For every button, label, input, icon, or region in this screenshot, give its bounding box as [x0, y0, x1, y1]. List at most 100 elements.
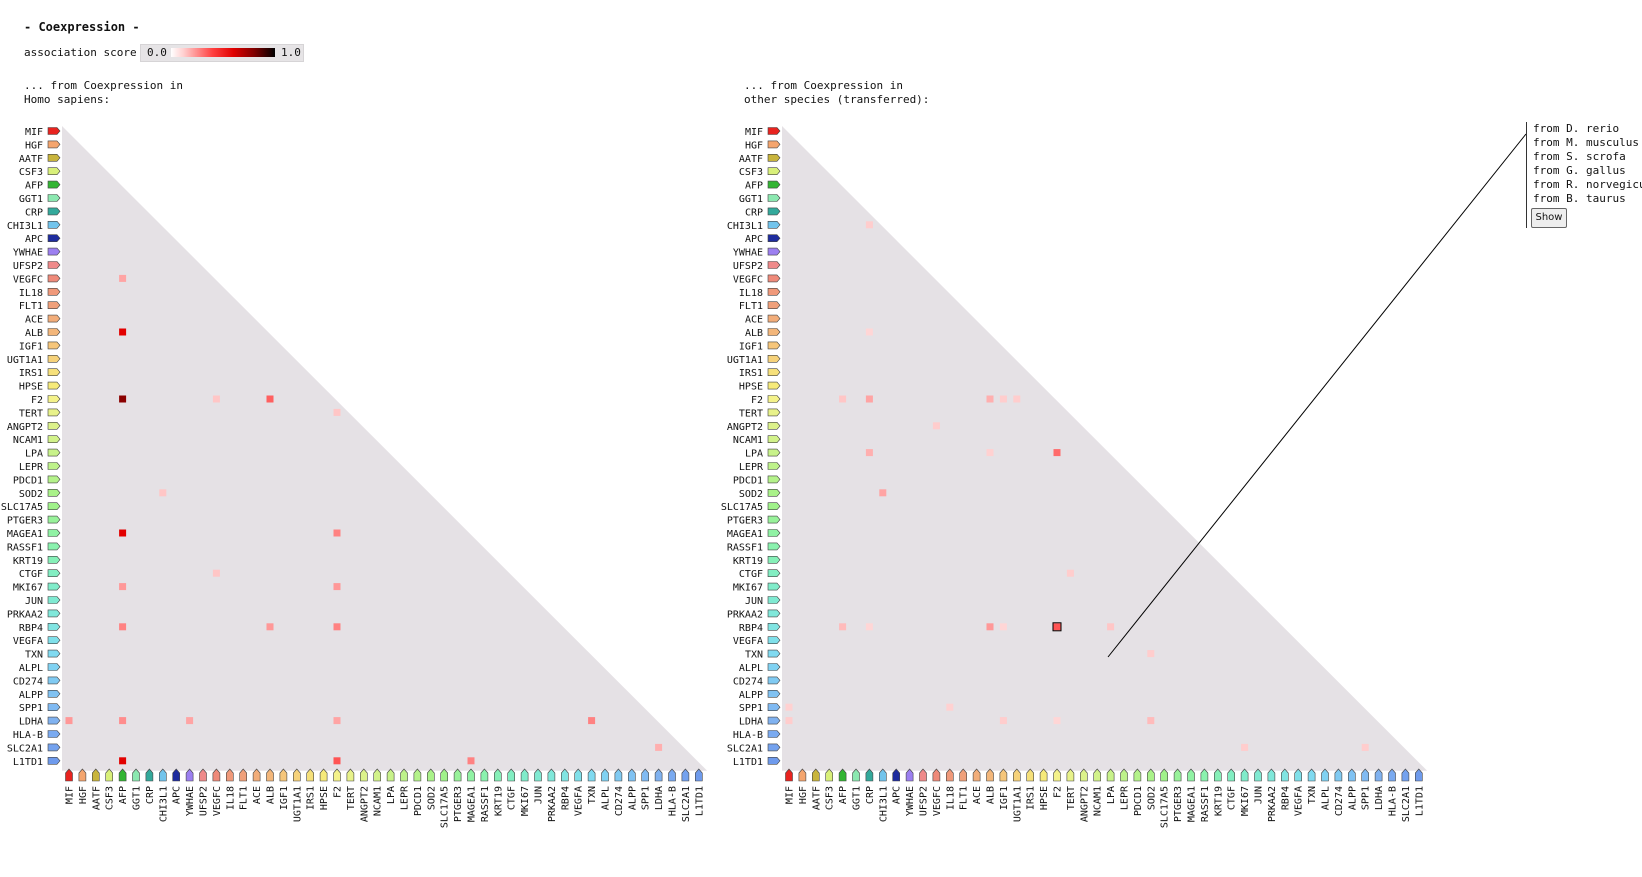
heatmap-cell-magea1-f2 — [333, 529, 341, 537]
row-label-ldha: LDHA — [19, 717, 43, 728]
row-label-lepr: LEPR — [19, 462, 44, 473]
row-label-ncam1: NCAM1 — [733, 435, 763, 446]
row-label-alpl: ALPL — [739, 663, 763, 674]
column-node-icon-alb — [266, 768, 274, 782]
column-label-ufsp2: UFSP2 — [199, 786, 210, 816]
column-node-icon-alpp — [1347, 768, 1356, 782]
column-label-rbp4: RBP4 — [1280, 786, 1291, 810]
row-label-afp: AFP — [25, 181, 43, 192]
row-node-icon-apc — [47, 234, 61, 242]
heatmap-cell-rbp4-afp — [119, 623, 127, 631]
row-node-icon-lepr — [47, 462, 61, 470]
column-node-icon-lepr — [400, 768, 408, 782]
row-node-icon-ugt1a1 — [47, 354, 61, 363]
column-label-vegfc: VEGFC — [932, 786, 943, 816]
heatmap-cell-ldha-igf1 — [999, 717, 1007, 725]
column-node-icon-mif — [785, 768, 793, 782]
row-node-icon-chi3l1 — [47, 221, 61, 229]
row-label-pdcd1: PDCD1 — [733, 475, 763, 486]
row-node-icon-rassf1 — [767, 542, 781, 551]
row-label-ptger3: PTGER3 — [727, 516, 763, 527]
column-node-icon-angpt2 — [359, 768, 368, 782]
column-label-ctgf: CTGF — [507, 786, 518, 810]
row-node-icon-f2 — [767, 395, 781, 403]
row-node-icon-ctgf — [47, 569, 61, 578]
column-label-ugt1a1: UGT1A1 — [292, 786, 303, 822]
column-node-icon-rassf1 — [480, 768, 489, 782]
column-node-icon-hpse — [319, 768, 328, 782]
column-node-icon-crp — [865, 768, 874, 782]
row-node-icon-rassf1 — [47, 542, 61, 551]
row-node-icon-angpt2 — [767, 421, 781, 430]
row-node-icon-ywhae — [767, 247, 781, 256]
row-node-icon-spp1 — [47, 703, 61, 712]
row-node-icon-f2 — [47, 395, 61, 403]
row-node-icon-rbp4 — [767, 622, 781, 631]
row-node-icon-magea1 — [47, 529, 61, 537]
matrix-background — [62, 126, 708, 771]
heatmap-cell-f2-afp — [839, 395, 847, 403]
column-node-icon-afp — [838, 768, 847, 782]
left-caption-line2: Homo sapiens: — [24, 93, 111, 106]
row-node-icon-ufsp2 — [767, 261, 781, 269]
column-node-icon-alpl — [1321, 768, 1329, 782]
column-node-icon-magea1 — [1187, 768, 1195, 782]
row-node-icon-hgf — [767, 140, 781, 149]
row-label-aatf: AATF — [19, 154, 43, 165]
row-node-icon-flt1 — [47, 301, 61, 310]
row-label-alpp: ALPP — [739, 690, 763, 701]
column-label-rbp4: RBP4 — [560, 786, 571, 810]
show-button[interactable]: Show — [1531, 208, 1567, 228]
column-label-ace: ACE — [252, 786, 263, 804]
row-node-icon-mif — [47, 127, 61, 135]
row-node-icon-ugt1a1 — [767, 354, 781, 363]
row-label-mki67: MKI67 — [13, 583, 43, 594]
row-label-prkaa2: PRKAA2 — [727, 609, 763, 620]
row-node-icon-ptger3 — [47, 515, 61, 524]
heatmap-cell-lpa-alb — [986, 449, 994, 457]
column-node-icon-mki67 — [1240, 768, 1249, 782]
column-label-alpp: ALPP — [1347, 786, 1358, 810]
column-node-icon-irs1 — [1026, 768, 1035, 782]
row-node-icon-lpa — [47, 448, 61, 457]
row-node-icon-vegfa — [47, 636, 61, 645]
heatmap-cell-f2-alb — [986, 395, 994, 403]
row-label-mki67: MKI67 — [733, 583, 763, 594]
column-label-pdcd1: PDCD1 — [1133, 786, 1144, 816]
column-node-icon-krt19 — [1213, 768, 1222, 782]
row-label-ldha: LDHA — [739, 717, 763, 728]
row-node-icon-angpt2 — [47, 421, 61, 430]
column-node-icon-irs1 — [306, 768, 315, 782]
legend-max-label: 1.0 — [281, 46, 301, 59]
column-label-aatf: AATF — [91, 786, 102, 810]
column-node-icon-flt1 — [239, 768, 247, 782]
row-label-txn: TXN — [25, 650, 43, 661]
row-node-icon-afp — [767, 180, 781, 189]
column-label-alb: ALB — [986, 786, 997, 804]
column-node-icon-cd274 — [614, 768, 623, 782]
row-node-icon-ace — [47, 314, 61, 323]
row-label-vegfa: VEGFA — [733, 636, 763, 647]
row-label-chi3l1: CHI3L1 — [7, 221, 43, 232]
transferred-coexpression-panel: ... from Coexpression in other species (… — [720, 0, 1642, 877]
row-label-sod2: SOD2 — [739, 489, 763, 500]
heatmap-cell-ldha-f2 — [333, 717, 341, 725]
column-node-icon-il18 — [226, 768, 234, 782]
row-label-ctgf: CTGF — [739, 569, 763, 580]
column-node-icon-lpa — [1106, 768, 1115, 782]
column-label-lpa: LPA — [386, 786, 397, 804]
row-node-icon-cd274 — [767, 676, 781, 685]
row-label-alb: ALB — [25, 328, 43, 339]
row-label-ufsp2: UFSP2 — [13, 261, 43, 272]
heatmap-cell-vegfc-afp — [119, 274, 127, 282]
column-node-icon-txn — [587, 768, 596, 782]
row-label-vegfc: VEGFC — [733, 274, 763, 285]
column-label-crp: CRP — [145, 786, 156, 804]
row-label-igf1: IGF1 — [739, 341, 763, 352]
column-node-icon-txn — [1307, 768, 1316, 782]
row-node-icon-apc — [767, 234, 781, 242]
column-label-jun: JUN — [1254, 786, 1265, 804]
column-label-txn: TXN — [1307, 786, 1318, 804]
column-label-rassf1: RASSF1 — [1200, 786, 1211, 822]
row-label-ggt1: GGT1 — [19, 194, 43, 205]
